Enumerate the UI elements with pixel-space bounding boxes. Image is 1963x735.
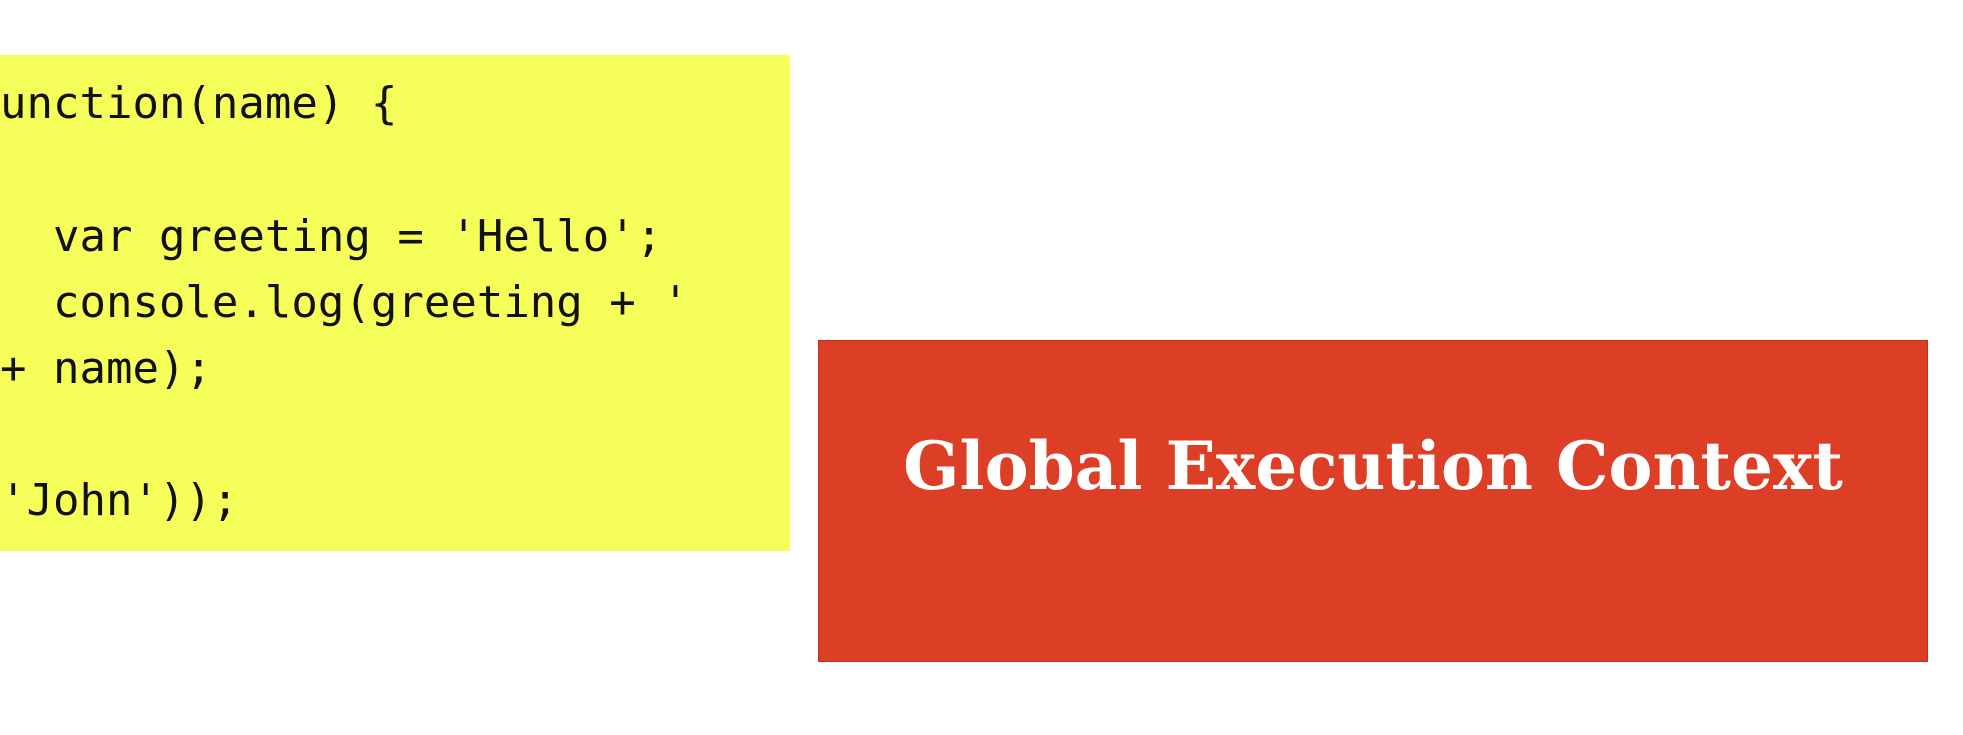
global-execution-context-box: Global Execution Context <box>818 340 1928 662</box>
code-line-1: unction(name) { <box>0 78 398 129</box>
context-title: Global Execution Context <box>903 427 1843 505</box>
code-snippet-box: unction(name) { var greeting = 'Hello'; … <box>0 55 790 551</box>
code-line-7: 'John')); <box>0 475 239 526</box>
code-line-3: var greeting = 'Hello'; <box>0 211 663 262</box>
code-line-4: console.log(greeting + ' <box>0 277 689 328</box>
code-line-5: + name); <box>0 343 212 394</box>
